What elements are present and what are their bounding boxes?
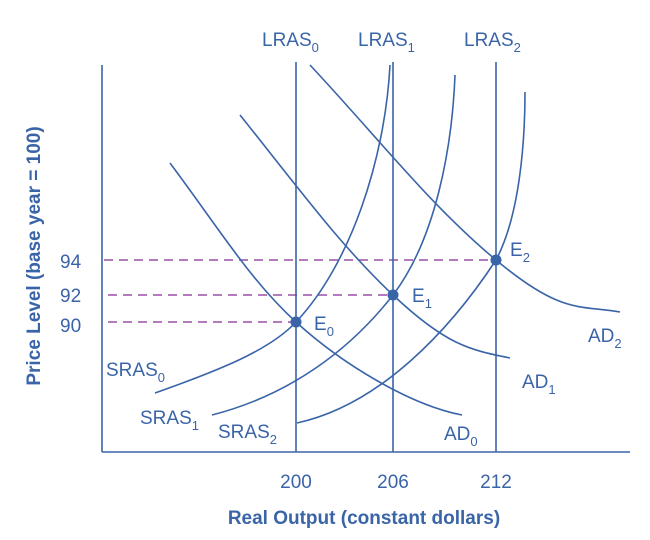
y-tick-94: 94 [60,252,82,273]
sras0-label: SRAS0 [106,360,165,385]
e0-point [290,316,302,328]
sras2-label: SRAS2 [218,422,277,447]
e1-point [387,289,399,301]
x-tick-212: 212 [480,472,512,493]
lras0-label: LRAS0 [262,30,319,55]
x-axis-title: Real Output (constant dollars) [228,508,500,529]
ad1-curve [239,114,511,359]
y-tick-90: 90 [60,316,81,337]
y-axis-title: Price Level (base year = 100) [24,126,45,385]
lras1-label: LRAS1 [358,30,415,55]
x-tick-200: 200 [280,472,312,493]
sras2-curve [296,91,526,424]
e2-label: E2 [510,240,530,265]
sras1-label: SRAS1 [140,408,199,433]
ad2-label: AD2 [588,326,622,351]
ad0-label: AD0 [444,424,478,449]
ad1-label: AD1 [522,372,556,397]
e1-label: E1 [412,286,432,311]
lras2-label: LRAS2 [464,30,521,55]
e2-point [490,254,502,266]
sras0-curve [154,64,391,394]
y-tick-92: 92 [60,286,81,307]
x-tick-206: 206 [377,472,409,493]
ad2-curve [309,64,621,313]
e0-label: E0 [314,314,334,339]
